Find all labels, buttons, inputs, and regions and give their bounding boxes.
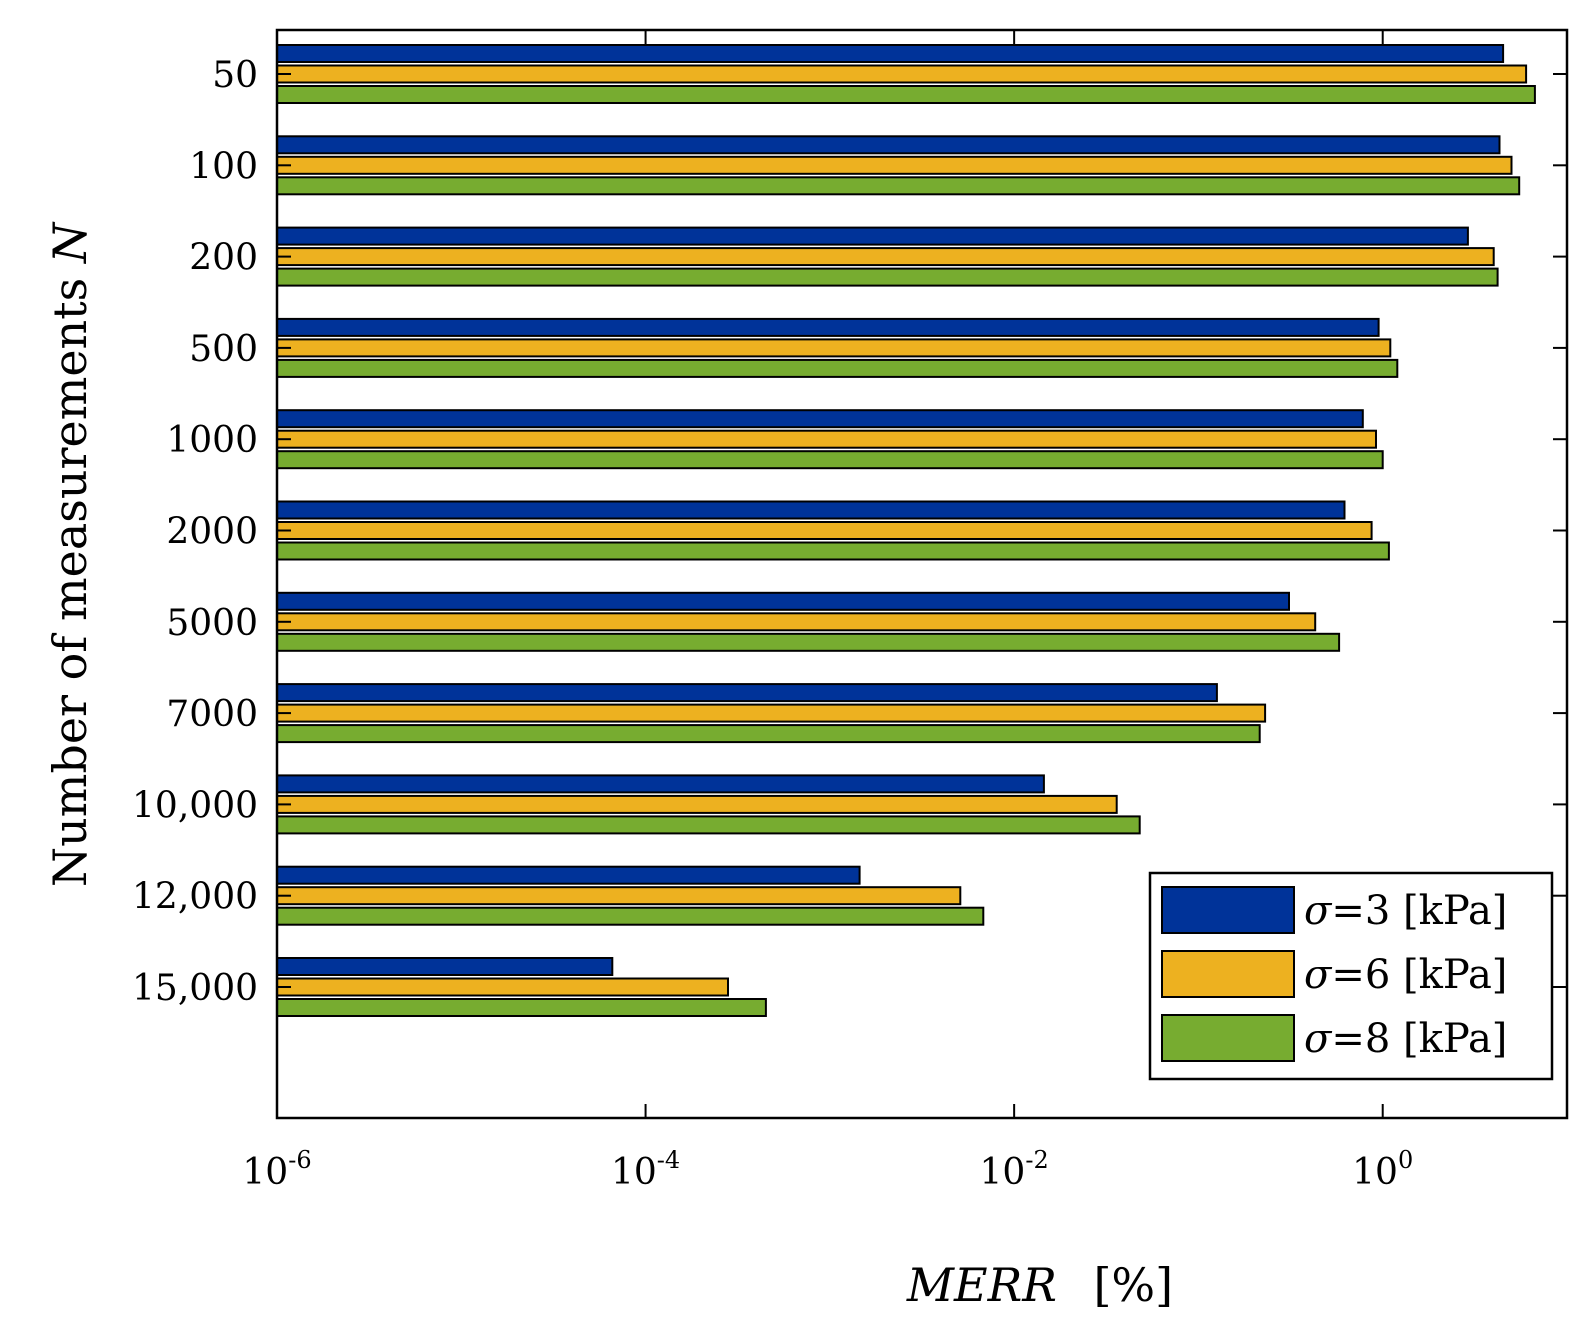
y-tick-label: 1000 xyxy=(166,420,258,461)
y-tick-labels: 50 100 200 500 1000 2000 5000 7000 10,000 12,000 1… xyxy=(132,55,258,1009)
x-tick-labels: 10-6 10-4 10-2 100 xyxy=(242,1146,1413,1193)
ticks-layer xyxy=(276,30,1567,1118)
legend-label-sigma-3: σ=3 [kPa] xyxy=(1304,888,1507,934)
bar-15000-series-1 xyxy=(276,957,614,976)
bar-12000-series-2 xyxy=(276,886,962,906)
x-axis-title: MERR [%] xyxy=(906,1258,1173,1312)
bar-1000-series-1 xyxy=(276,409,1364,429)
x-axis-title-unit: [%] xyxy=(1093,1258,1173,1312)
bar-50-series-1 xyxy=(276,44,1505,63)
bar-12000-series-3 xyxy=(276,906,985,926)
legend-swatch-sigma-3 xyxy=(1161,886,1295,934)
x-axis-title-main: MERR xyxy=(906,1258,1057,1312)
bar-500-series-1 xyxy=(276,317,1380,337)
y-axis-title: Number of measurements N xyxy=(43,221,97,887)
y-tick-label: 500 xyxy=(189,329,258,370)
bar-5000-series-3 xyxy=(276,632,1341,652)
y-tick-label: 5000 xyxy=(166,603,258,644)
bar-15000-series-3 xyxy=(276,998,767,1017)
legend: σ=3 [kPa] σ=6 [kPa] σ=8 [kPa] xyxy=(1148,871,1554,1081)
legend-text-sigma-3: =3 [kPa] xyxy=(1331,888,1507,934)
bar-7000-series-1 xyxy=(276,683,1218,703)
bar-100-series-1 xyxy=(276,135,1501,155)
bar-50-series-3 xyxy=(276,85,1536,104)
legend-label-sigma-6: σ=6 [kPa] xyxy=(1304,952,1507,998)
bar-200-series-2 xyxy=(276,247,1495,267)
bar-100-series-2 xyxy=(276,155,1513,175)
bar-100-series-3 xyxy=(276,176,1521,196)
y-tick-label: 2000 xyxy=(166,512,258,553)
legend-symbol-sigma-8: σ xyxy=(1304,1016,1333,1062)
bar-200-series-1 xyxy=(276,226,1469,246)
y-tick-label: 7000 xyxy=(166,694,258,735)
bar-10000-series-2 xyxy=(276,794,1118,814)
bar-500-series-2 xyxy=(276,338,1392,358)
bar-2000-series-2 xyxy=(276,521,1373,540)
bar-5000-series-2 xyxy=(276,612,1317,632)
x-tick-label: 10-6 xyxy=(242,1146,311,1193)
bar-12000-series-1 xyxy=(276,865,861,885)
y-tick-label: 12,000 xyxy=(132,877,258,918)
bar-15000-series-2 xyxy=(276,977,729,997)
y-axis-title-symbol: N xyxy=(43,221,97,264)
bar-200-series-3 xyxy=(276,267,1499,287)
legend-symbol-sigma-3: σ xyxy=(1304,888,1333,934)
y-tick-label: 100 xyxy=(189,146,258,187)
legend-text-sigma-6: =6 [kPa] xyxy=(1331,952,1507,998)
legend-label-sigma-8: σ=8 [kPa] xyxy=(1304,1016,1507,1062)
legend-swatch-sigma-6 xyxy=(1161,950,1295,998)
bar-1000-series-2 xyxy=(276,429,1377,449)
legend-symbol-sigma-6: σ xyxy=(1304,952,1333,998)
bar-50-series-2 xyxy=(276,64,1528,84)
x-tick-label: 100 xyxy=(1352,1146,1413,1193)
bar-2000-series-3 xyxy=(276,541,1390,561)
bar-5000-series-1 xyxy=(276,591,1290,611)
y-axis-title-main: Number of measurements xyxy=(43,263,97,887)
y-tick-label: 50 xyxy=(212,55,258,96)
bar-1000-series-3 xyxy=(276,450,1384,470)
legend-text-sigma-8: =8 [kPa] xyxy=(1331,1016,1507,1062)
bar-7000-series-3 xyxy=(276,724,1261,744)
y-tick-label: 15,000 xyxy=(132,968,258,1009)
legend-swatch-sigma-8 xyxy=(1161,1014,1295,1062)
bar-500-series-3 xyxy=(276,358,1399,378)
plot-frame xyxy=(275,28,1569,1120)
bar-10000-series-1 xyxy=(276,774,1045,794)
bar-2000-series-1 xyxy=(276,500,1346,520)
y-tick-label: 200 xyxy=(189,238,258,279)
bar-7000-series-2 xyxy=(276,703,1267,723)
x-tick-label: 10-4 xyxy=(611,1146,680,1193)
x-tick-label: 10-2 xyxy=(980,1146,1049,1193)
y-tick-label: 10,000 xyxy=(132,785,258,826)
bar-10000-series-3 xyxy=(276,815,1141,835)
